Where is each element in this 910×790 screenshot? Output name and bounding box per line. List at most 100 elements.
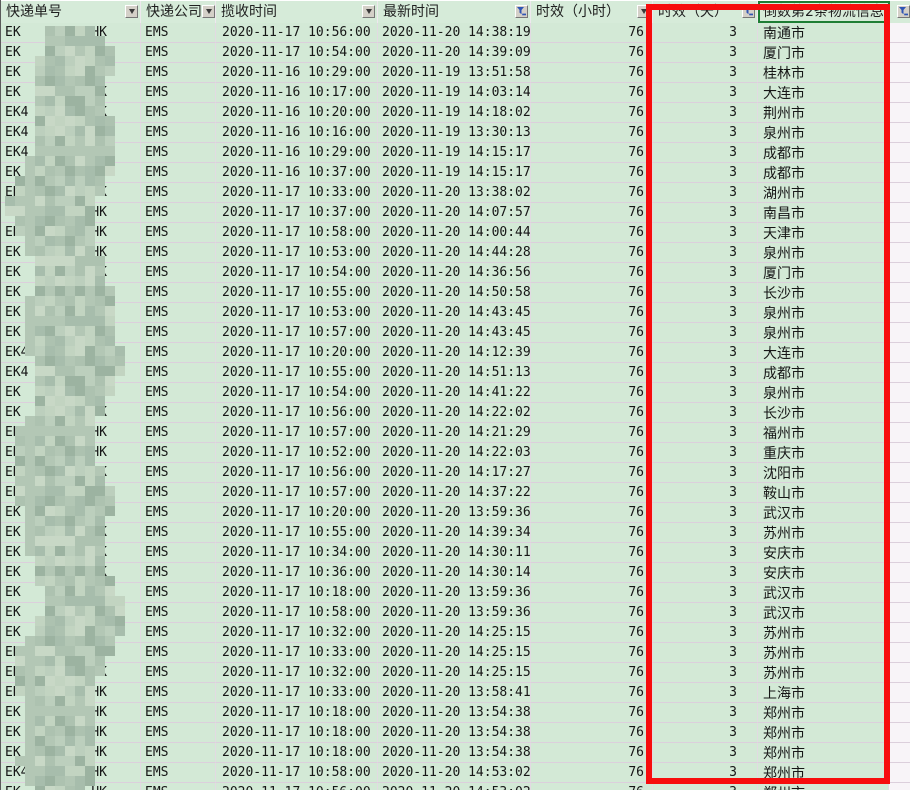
- cell-courier[interactable]: EMS: [141, 483, 216, 503]
- cell-latest-time[interactable]: 2020-11-20 13:59:36: [378, 583, 531, 603]
- cell-pickup-time[interactable]: 2020-11-17 10:56:00: [216, 403, 378, 423]
- cell-tracking-number[interactable]: EK 07HK: [1, 623, 141, 643]
- cell-empty[interactable]: [889, 763, 910, 783]
- cell-empty[interactable]: [889, 163, 910, 183]
- cell-hours[interactable]: 76: [531, 263, 653, 283]
- cell-tracking-number[interactable]: EK HK: [1, 783, 141, 790]
- cell-pickup-time[interactable]: 2020-11-17 10:55:00: [216, 363, 378, 383]
- cell-pickup-time[interactable]: 2020-11-17 10:37:00: [216, 203, 378, 223]
- cell-courier[interactable]: EMS: [141, 543, 216, 563]
- cell-days[interactable]: 3: [653, 303, 758, 323]
- cell-hours[interactable]: 76: [531, 483, 653, 503]
- cell-latest-time[interactable]: 2020-11-19 13:30:13: [378, 123, 531, 143]
- cell-city[interactable]: 苏州市: [758, 523, 889, 543]
- cell-courier[interactable]: EMS: [141, 143, 216, 163]
- cell-days[interactable]: 3: [653, 603, 758, 623]
- cell-days[interactable]: 3: [653, 503, 758, 523]
- cell-latest-time[interactable]: 2020-11-19 14:15:17: [378, 163, 531, 183]
- cell-tracking-number[interactable]: EK4 24HK: [1, 643, 141, 663]
- cell-courier[interactable]: EMS: [141, 243, 216, 263]
- cell-courier[interactable]: EMS: [141, 43, 216, 63]
- cell-city[interactable]: 武汉市: [758, 503, 889, 523]
- cell-latest-time[interactable]: 2020-11-20 14:53:02: [378, 783, 531, 790]
- cell-pickup-time[interactable]: 2020-11-17 10:58:00: [216, 763, 378, 783]
- cell-city[interactable]: 泉州市: [758, 243, 889, 263]
- cell-latest-time[interactable]: 2020-11-20 13:38:02: [378, 183, 531, 203]
- cell-latest-time[interactable]: 2020-11-20 13:54:38: [378, 743, 531, 763]
- cell-empty[interactable]: [889, 383, 910, 403]
- cell-courier[interactable]: EMS: [141, 763, 216, 783]
- cell-empty[interactable]: [889, 703, 910, 723]
- cell-pickup-time[interactable]: 2020-11-17 10:18:00: [216, 723, 378, 743]
- cell-city[interactable]: 厦门市: [758, 263, 889, 283]
- cell-pickup-time[interactable]: 2020-11-17 10:32:00: [216, 663, 378, 683]
- cell-latest-time[interactable]: 2020-11-20 14:17:27: [378, 463, 531, 483]
- cell-empty[interactable]: [889, 683, 910, 703]
- cell-days[interactable]: 3: [653, 743, 758, 763]
- cell-courier[interactable]: EMS: [141, 263, 216, 283]
- cell-tracking-number[interactable]: EK HK: [1, 443, 141, 463]
- cell-pickup-time[interactable]: 2020-11-16 10:29:00: [216, 143, 378, 163]
- cell-days[interactable]: 3: [653, 403, 758, 423]
- cell-days[interactable]: 3: [653, 443, 758, 463]
- cell-days[interactable]: 3: [653, 663, 758, 683]
- cell-city[interactable]: 安庆市: [758, 543, 889, 563]
- cell-courier[interactable]: EMS: [141, 223, 216, 243]
- cell-city[interactable]: 湖州市: [758, 183, 889, 203]
- cell-city[interactable]: 泉州市: [758, 383, 889, 403]
- cell-empty[interactable]: [889, 203, 910, 223]
- cell-hours[interactable]: 76: [531, 663, 653, 683]
- cell-days[interactable]: 3: [653, 103, 758, 123]
- cell-days[interactable]: 3: [653, 83, 758, 103]
- cell-tracking-number[interactable]: EK4 7HK: [1, 123, 141, 143]
- cell-courier[interactable]: EMS: [141, 183, 216, 203]
- cell-hours[interactable]: 76: [531, 183, 653, 203]
- cell-courier[interactable]: EMS: [141, 443, 216, 463]
- cell-hours[interactable]: 76: [531, 43, 653, 63]
- cell-tracking-number[interactable]: EK4 9HK: [1, 763, 141, 783]
- cell-pickup-time[interactable]: 2020-11-17 10:58:00: [216, 603, 378, 623]
- cell-city[interactable]: 郑州市: [758, 763, 889, 783]
- cell-empty[interactable]: [889, 283, 910, 303]
- cell-latest-time[interactable]: 2020-11-20 14:53:02: [378, 763, 531, 783]
- cell-latest-time[interactable]: 2020-11-20 14:22:03: [378, 443, 531, 463]
- cell-courier[interactable]: EMS: [141, 423, 216, 443]
- cell-courier[interactable]: EMS: [141, 343, 216, 363]
- cell-hours[interactable]: 76: [531, 23, 653, 43]
- cell-latest-time[interactable]: 2020-11-20 13:59:36: [378, 603, 531, 623]
- cell-city[interactable]: 成都市: [758, 363, 889, 383]
- cell-courier[interactable]: EMS: [141, 603, 216, 623]
- cell-days[interactable]: 3: [653, 323, 758, 343]
- cell-empty[interactable]: [889, 183, 910, 203]
- cell-empty[interactable]: [889, 223, 910, 243]
- cell-latest-time[interactable]: 2020-11-20 14:07:57: [378, 203, 531, 223]
- cell-courier[interactable]: EMS: [141, 63, 216, 83]
- cell-days[interactable]: 3: [653, 123, 758, 143]
- cell-city[interactable]: 大连市: [758, 343, 889, 363]
- cell-empty[interactable]: [889, 323, 910, 343]
- cell-pickup-time[interactable]: 2020-11-16 10:16:00: [216, 123, 378, 143]
- cell-courier[interactable]: EMS: [141, 703, 216, 723]
- cell-city[interactable]: 长沙市: [758, 283, 889, 303]
- cell-tracking-number[interactable]: EK K: [1, 323, 141, 343]
- cell-days[interactable]: 3: [653, 483, 758, 503]
- cell-days[interactable]: 3: [653, 283, 758, 303]
- cell-hours[interactable]: 76: [531, 283, 653, 303]
- cell-latest-time[interactable]: 2020-11-20 14:25:15: [378, 663, 531, 683]
- cell-pickup-time[interactable]: 2020-11-17 10:20:00: [216, 343, 378, 363]
- cell-days[interactable]: 3: [653, 723, 758, 743]
- cell-courier[interactable]: EMS: [141, 623, 216, 643]
- cell-hours[interactable]: 76: [531, 203, 653, 223]
- cell-empty[interactable]: [889, 143, 910, 163]
- cell-city[interactable]: 泉州市: [758, 303, 889, 323]
- cell-days[interactable]: 3: [653, 583, 758, 603]
- cell-pickup-time[interactable]: 2020-11-17 10:32:00: [216, 623, 378, 643]
- cell-city[interactable]: 郑州市: [758, 743, 889, 763]
- cell-courier[interactable]: EMS: [141, 103, 216, 123]
- cell-empty[interactable]: [889, 503, 910, 523]
- cell-courier[interactable]: EMS: [141, 303, 216, 323]
- cell-hours[interactable]: 76: [531, 623, 653, 643]
- cell-pickup-time[interactable]: 2020-11-17 10:57:00: [216, 423, 378, 443]
